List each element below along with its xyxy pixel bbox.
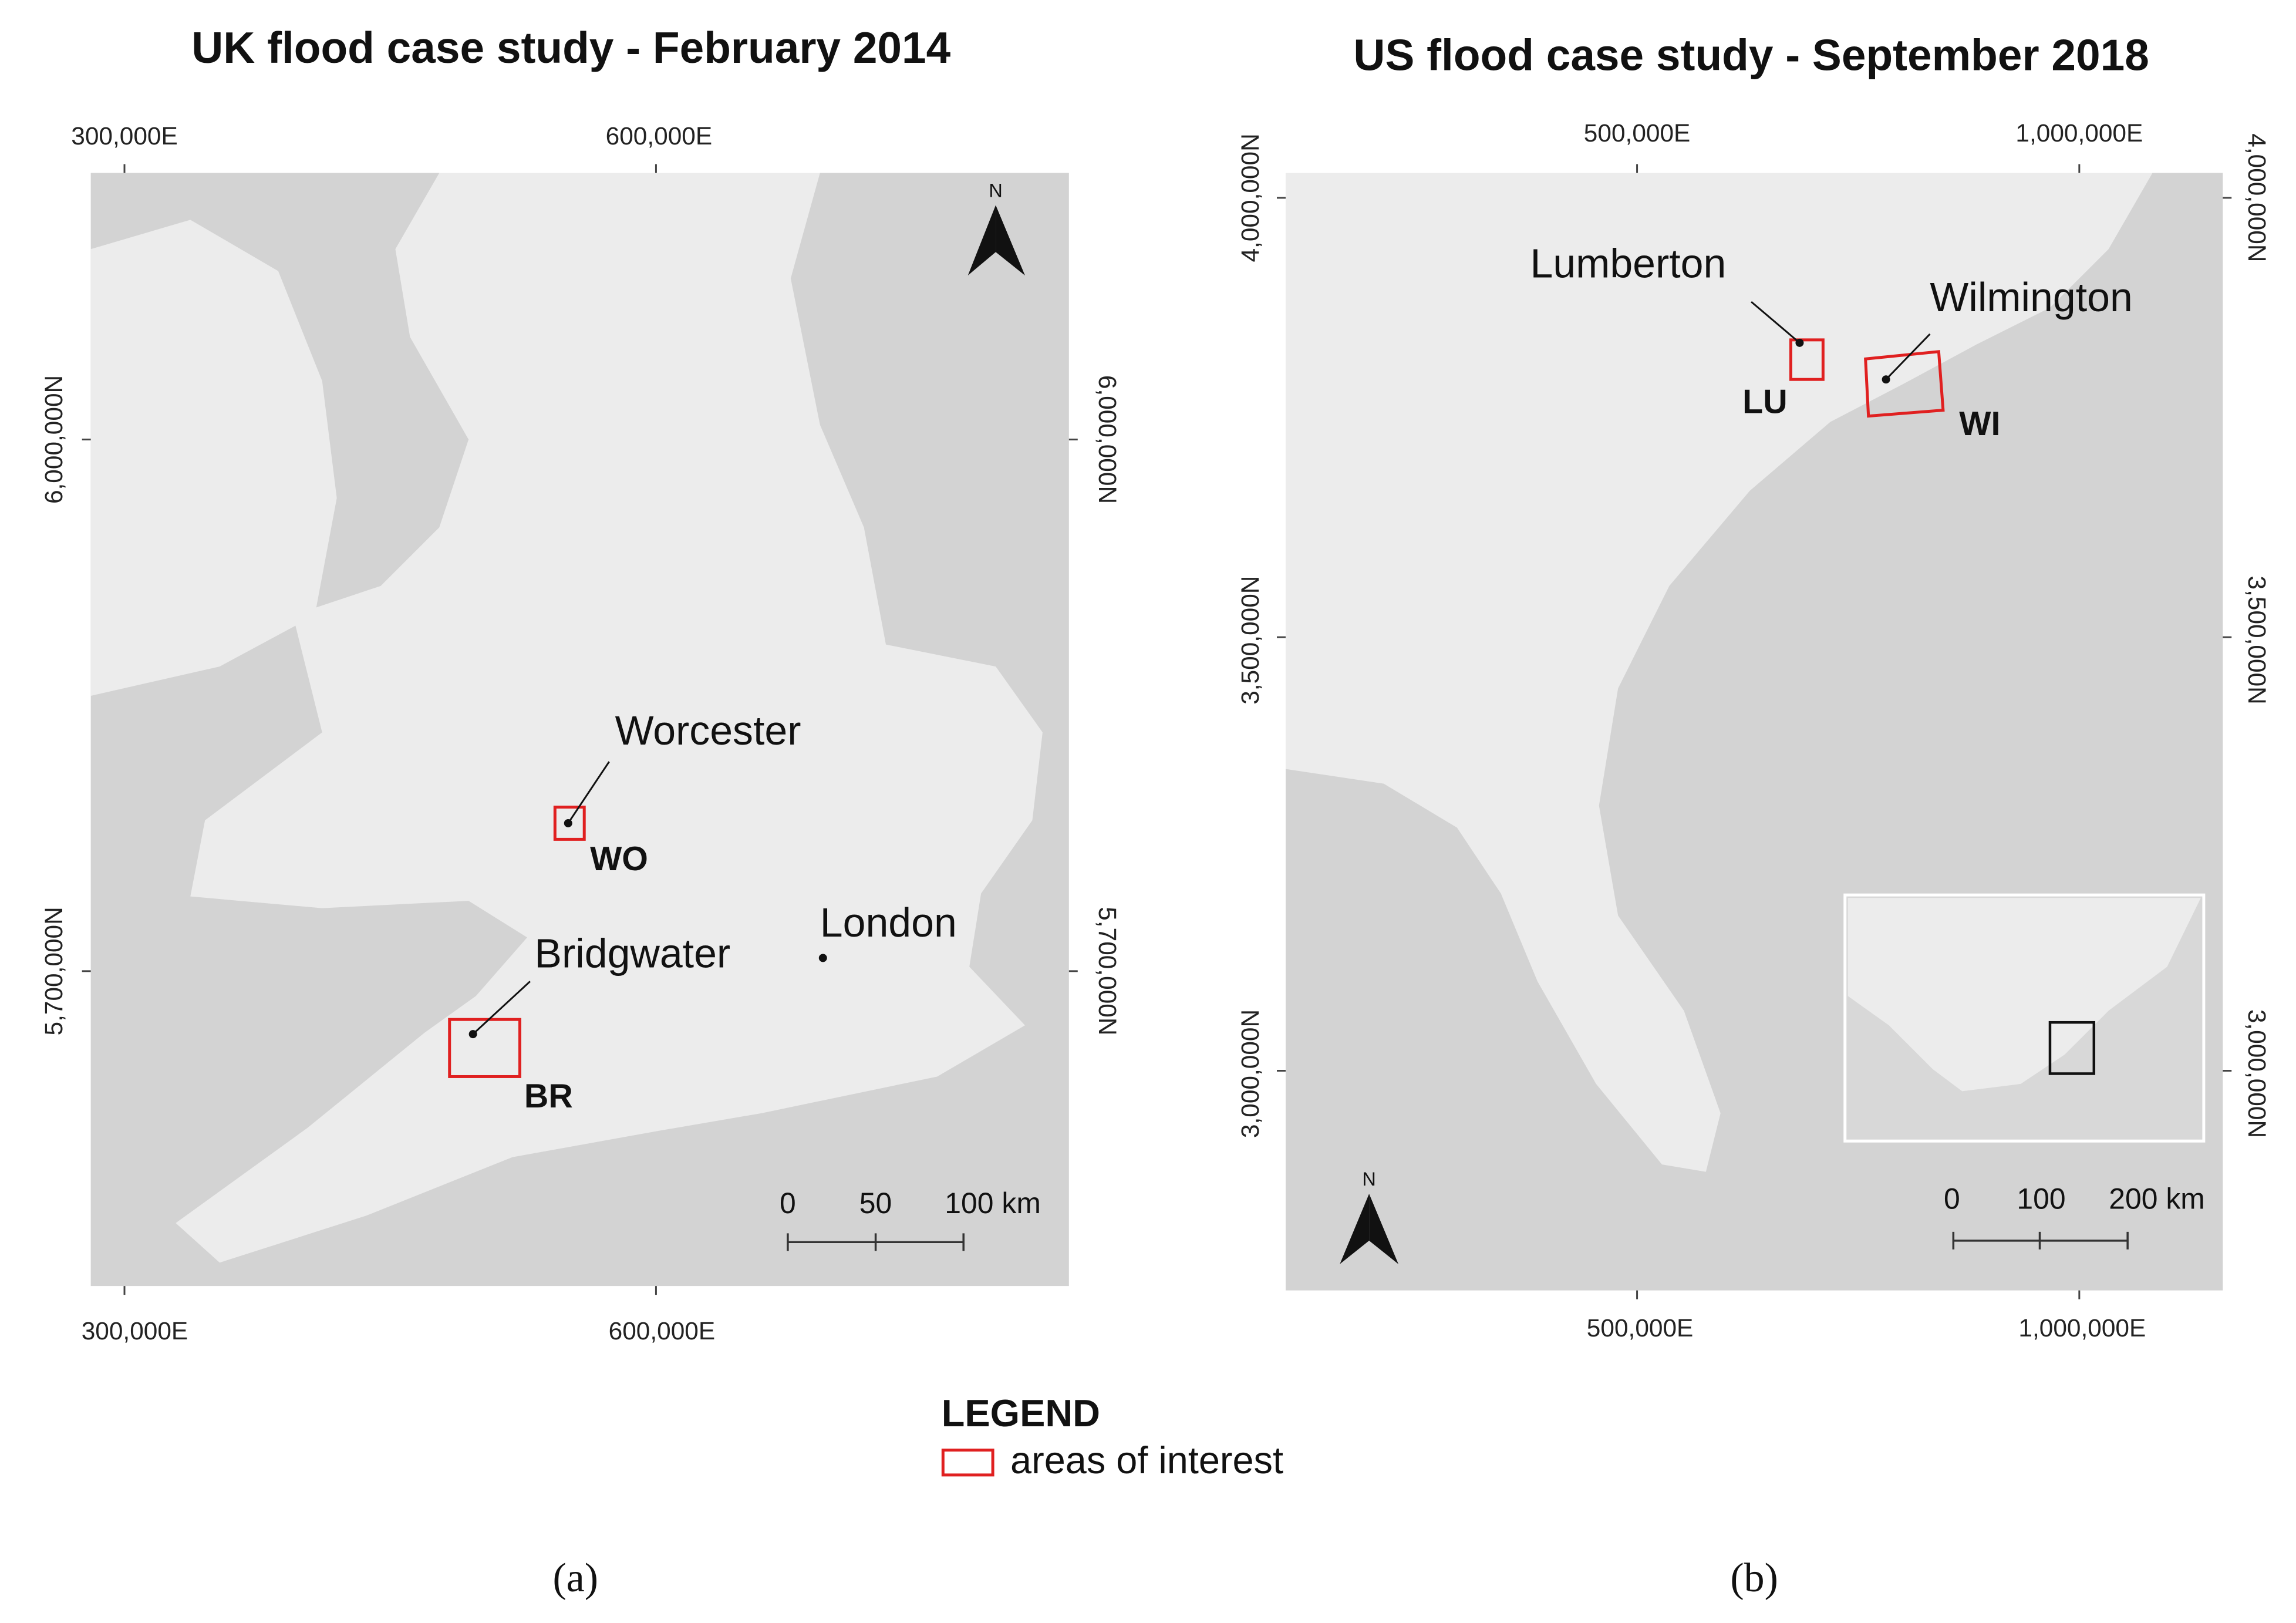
coord-label: 500,000E (1584, 119, 1691, 147)
area-code: WI (1959, 405, 2000, 443)
place-dot (468, 1030, 477, 1039)
place-dot (1882, 375, 1890, 384)
coord-label: 4,000,000N (1236, 133, 1264, 262)
area-of-interest (553, 806, 586, 841)
panel-title: UK flood case study - February 2014 (191, 23, 950, 72)
coord-label: 500,000E (1587, 1314, 1694, 1342)
coord-label: 3,000,000N (1236, 1009, 1264, 1138)
coord-label: 3,500,000N (2243, 576, 2271, 705)
place-name: London (820, 900, 957, 945)
area-of-interest (1864, 350, 1945, 418)
north-label: N (989, 180, 1002, 201)
coord-label: 300,000E (71, 122, 178, 150)
place-dot (818, 954, 827, 962)
uk-panel: UK flood case study - February 2014 300,… (40, 23, 1121, 1601)
scale-label: 100 (2017, 1183, 2065, 1215)
place-name: Worcester (615, 708, 801, 753)
leader-line (472, 981, 531, 1035)
leader-line (1885, 333, 1931, 381)
legend: LEGEND areas of interest (942, 1392, 1283, 1481)
great-britain (176, 173, 1043, 1263)
coord-label: 600,000E (606, 122, 713, 150)
coord-label: 3,000,000N (2243, 1009, 2271, 1138)
area-code: LU (1742, 383, 1787, 421)
place-dot (1795, 338, 1804, 347)
north-arrow (967, 205, 996, 276)
inset-extent (2048, 1021, 2096, 1075)
legend-item: areas of interest (1010, 1439, 1283, 1481)
panel-caption: (a) (552, 1555, 598, 1601)
scale-label: 200 km (2109, 1183, 2205, 1215)
inset-land (1847, 898, 2201, 1092)
legend-title: LEGEND (942, 1392, 1100, 1435)
coord-label: 5,700,000N (1094, 907, 1121, 1035)
area-code: WO (590, 840, 648, 878)
scale-bar (787, 1233, 965, 1251)
area-of-interest (448, 1018, 521, 1078)
coord-label: 6,000,000N (40, 375, 68, 504)
scale-label: 0 (1944, 1183, 1960, 1215)
legend-swatch (941, 1449, 994, 1477)
panel-caption: (b) (1730, 1555, 1778, 1601)
panel-title: US flood case study - September 2018 (1353, 31, 2149, 80)
place-name: Wilmington (1930, 274, 2132, 320)
coord-label: 600,000E (609, 1317, 716, 1345)
coord-label: 3,500,000N (1236, 576, 1264, 705)
scale-label: 50 (859, 1187, 892, 1220)
us-southeast (1285, 173, 2153, 1172)
scale-label: 0 (780, 1187, 796, 1220)
north-arrow (996, 205, 1025, 276)
place-dot (564, 819, 572, 827)
place-name: Lumberton (1530, 241, 1727, 287)
leader-line (1751, 301, 1801, 344)
coord-label: 5,700,000N (40, 907, 68, 1035)
coord-label: 1,000,000E (2018, 1314, 2146, 1342)
place-name: Bridgwater (534, 930, 730, 976)
scale-bar (1952, 1231, 2129, 1250)
leader-line (567, 761, 610, 824)
scale-label: 100 km (945, 1187, 1041, 1220)
area-code: BR (524, 1077, 573, 1115)
us-panel: US flood case study - September 2018 500… (1236, 31, 2271, 1601)
land (90, 173, 1043, 1263)
coord-label: 6,000,000N (1094, 375, 1121, 504)
ireland (90, 220, 337, 696)
coord-label: 4,000,000N (2243, 133, 2271, 262)
coord-label: 300,000E (82, 1317, 188, 1345)
coord-label: 1,000,000E (2015, 119, 2143, 147)
land (1285, 173, 2153, 1172)
north-label: N (1362, 1169, 1375, 1190)
area-of-interest (1789, 338, 1825, 381)
